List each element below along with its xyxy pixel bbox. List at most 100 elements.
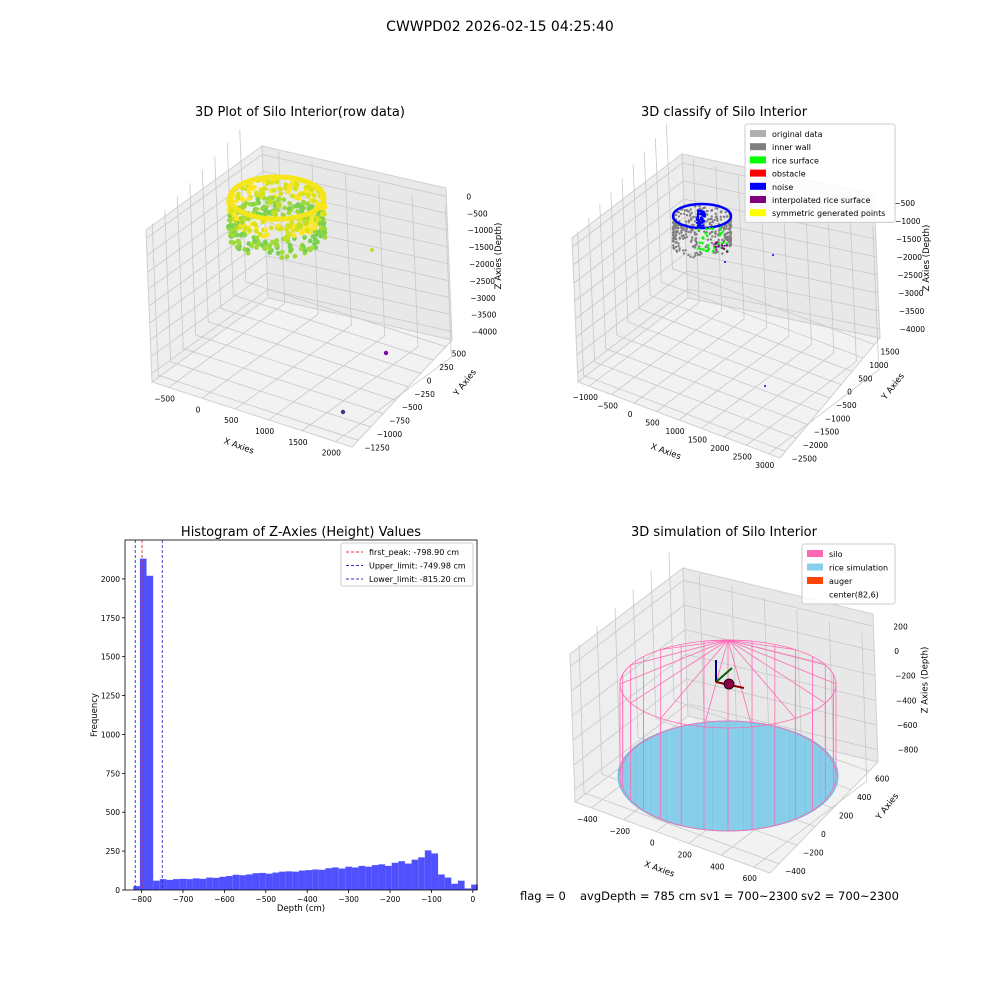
z-tick-label: −2500 <box>470 277 496 286</box>
class-point <box>726 215 729 218</box>
class-point <box>691 245 695 248</box>
raw-point <box>321 230 327 235</box>
class-point <box>721 238 724 241</box>
raw-point <box>262 186 268 192</box>
z-axis-label: Z Axies (Depth) <box>494 223 504 290</box>
histogram-bar <box>358 865 366 890</box>
raw-point <box>305 201 311 207</box>
x-gridline <box>723 208 835 438</box>
class-point <box>714 230 717 233</box>
raw-point <box>270 209 278 217</box>
legend-label: inner wall <box>772 143 811 152</box>
class-point <box>708 222 712 226</box>
raw-point <box>259 194 264 199</box>
raw-point <box>238 216 244 221</box>
z-gridline <box>149 238 450 324</box>
raw-point <box>321 221 326 227</box>
class-point <box>716 219 719 222</box>
histogram-bar <box>338 868 346 890</box>
raw-point <box>227 217 233 223</box>
y-tick-label: 600 <box>875 774 890 783</box>
x-tick-label: −700 <box>173 895 194 904</box>
x-tick-label: 1500 <box>288 438 307 447</box>
silo-roof-line <box>660 639 729 719</box>
class-point <box>687 230 690 233</box>
histogram-bar <box>398 861 405 890</box>
z-gridline <box>150 255 451 341</box>
z-axis-label: Z Axies (Depth) <box>921 647 931 714</box>
class-point <box>725 225 728 228</box>
raw-point <box>233 215 239 221</box>
class-point <box>700 210 703 214</box>
silo-roof-line <box>727 639 837 685</box>
histogram-bar <box>312 869 319 890</box>
raw-outlier-point <box>303 249 307 253</box>
legend-label: auger <box>829 577 853 586</box>
x-tick-label: −200 <box>380 895 401 904</box>
histogram-bar <box>464 888 472 890</box>
raw-point <box>320 225 325 231</box>
class-point <box>708 218 712 221</box>
class-point <box>719 211 722 214</box>
z-tick-label: −1500 <box>468 243 494 252</box>
legend-label: noise <box>772 183 793 192</box>
class-point <box>697 212 700 216</box>
histogram-bar <box>325 868 333 890</box>
x-gridline <box>168 151 286 388</box>
class-point <box>672 233 675 236</box>
legend-label: first_peak: -798.90 cm <box>369 548 459 557</box>
class-point <box>714 245 717 248</box>
histogram-bar <box>272 872 280 890</box>
y-gridline <box>599 204 808 426</box>
class-point <box>697 247 700 250</box>
legend-swatch <box>750 130 766 137</box>
class-point <box>696 215 700 218</box>
x-gridline <box>753 633 868 868</box>
class-outlier-point <box>724 261 726 263</box>
class-point <box>714 250 718 254</box>
histogram-bar <box>252 873 260 890</box>
class-point <box>727 238 730 241</box>
legend-swatch <box>807 563 823 571</box>
class-point <box>682 212 686 216</box>
class-point <box>706 238 710 241</box>
chart-title-classify: 3D classify of Silo Interior <box>641 105 808 120</box>
raw-point <box>287 242 293 248</box>
x-tick-label: 500 <box>224 416 239 425</box>
class-point <box>694 216 697 219</box>
histogram-bar <box>206 877 213 890</box>
raw-point <box>254 245 259 250</box>
x-tick-label: 2000 <box>710 444 729 453</box>
class-point <box>706 249 709 253</box>
raw-point <box>246 190 252 196</box>
class-point <box>691 223 694 226</box>
legend-frame <box>801 543 896 605</box>
class-point <box>694 254 697 257</box>
class-point <box>714 212 717 215</box>
raw-point <box>302 235 307 240</box>
x-tick-label: −500 <box>154 394 175 403</box>
raw-point <box>242 204 247 210</box>
raw-point <box>239 195 245 201</box>
panel-histogram: Histogram of Z-Axies (Height) Values −800… <box>90 525 478 914</box>
class-point <box>708 232 711 235</box>
raw-point <box>294 203 299 209</box>
x-tick-label: −300 <box>338 895 359 904</box>
z-tick-label: −3000 <box>898 289 924 298</box>
raw-point <box>232 212 238 217</box>
x-tick-label: −800 <box>131 895 152 904</box>
y-axis-label: Y Axies <box>874 791 902 823</box>
x-gridline <box>768 225 880 455</box>
raw-point <box>302 218 310 226</box>
legend-frame <box>340 542 474 587</box>
x-tick-label: −500 <box>255 895 276 904</box>
x-gridline <box>611 166 723 395</box>
class-point <box>671 227 675 231</box>
y-tick-label: −1000 <box>377 430 403 439</box>
class-point <box>705 220 708 223</box>
histogram-bar <box>404 863 412 890</box>
x-tick-label: −400 <box>577 815 598 824</box>
class-point <box>729 236 732 239</box>
class-point <box>682 237 685 240</box>
class-outlier-point <box>772 254 774 256</box>
